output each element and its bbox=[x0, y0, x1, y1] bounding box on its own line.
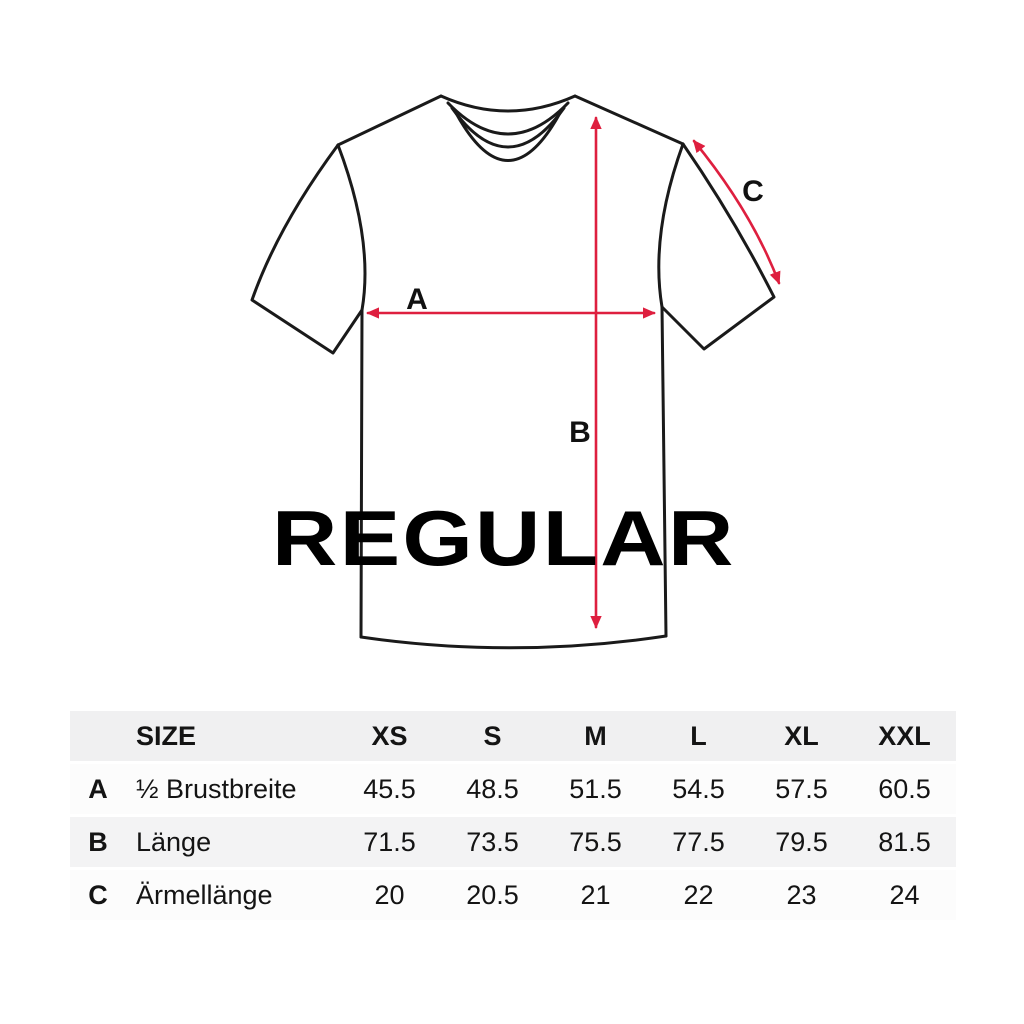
right-shoulder-seam bbox=[573, 94, 685, 146]
row-value: 20.5 bbox=[466, 879, 519, 910]
collar-arc bbox=[446, 101, 570, 136]
header-size-label: SIZE bbox=[136, 720, 197, 751]
row-value: 21 bbox=[580, 879, 611, 910]
table-row-sleeve-length: C Ärmellänge 20 20.5 21 22 23 24 bbox=[70, 870, 956, 923]
size-table-header-row: SIZE XS S M L XL XXL bbox=[70, 711, 956, 764]
row-value: 22 bbox=[683, 879, 714, 910]
sleeve-length-arrow-c bbox=[692, 139, 781, 285]
row-label: Ärmellänge bbox=[136, 879, 273, 910]
collar-arc bbox=[450, 106, 566, 149]
row-value: 24 bbox=[889, 879, 920, 910]
row-value: 48.5 bbox=[466, 773, 519, 804]
row-value: 45.5 bbox=[363, 773, 416, 804]
fit-title: REGULAR bbox=[272, 494, 736, 582]
row-letter: A bbox=[88, 773, 108, 804]
measurement-arrows bbox=[366, 116, 781, 629]
left-shoulder-seam bbox=[336, 94, 443, 147]
row-letter: C bbox=[88, 879, 108, 910]
bottom-hem bbox=[359, 634, 668, 650]
row-label: Länge bbox=[136, 826, 212, 857]
left-armhole-seam bbox=[336, 143, 367, 312]
left-sleeve bbox=[250, 143, 364, 355]
row-value: 79.5 bbox=[775, 826, 828, 857]
label-a: A bbox=[406, 283, 428, 316]
collar-arc bbox=[454, 111, 562, 162]
size-table: SIZE XS S M L XL XXL A ½ Brustbreite 45.… bbox=[70, 711, 956, 923]
header-size-xxl: XXL bbox=[878, 720, 931, 751]
table-row-length: B Länge 71.5 73.5 75.5 77.5 79.5 81.5 bbox=[70, 817, 956, 870]
row-label: ½ Brustbreite bbox=[136, 773, 297, 804]
label-b: B bbox=[569, 416, 591, 449]
header-size-xl: XL bbox=[784, 720, 819, 751]
header-size-s: S bbox=[483, 720, 502, 751]
row-value: 77.5 bbox=[672, 826, 725, 857]
measure-letter-labels: A B C bbox=[406, 175, 764, 449]
table-row-chest-width: A ½ Brustbreite 45.5 48.5 51.5 54.5 57.5… bbox=[70, 764, 956, 817]
left-body-seam bbox=[359, 308, 364, 639]
row-value: 20 bbox=[374, 879, 405, 910]
row-value: 57.5 bbox=[775, 773, 828, 804]
right-body-seam bbox=[660, 305, 668, 638]
row-value: 71.5 bbox=[363, 826, 416, 857]
row-letter: B bbox=[88, 826, 108, 857]
tshirt-collar bbox=[439, 94, 577, 162]
row-value: 51.5 bbox=[569, 773, 622, 804]
header-size-xs: XS bbox=[371, 720, 408, 751]
row-value: 75.5 bbox=[569, 826, 622, 857]
label-c: C bbox=[742, 175, 764, 208]
row-value: 81.5 bbox=[878, 826, 931, 857]
header-size-l: L bbox=[690, 720, 707, 751]
row-value: 54.5 bbox=[672, 773, 725, 804]
row-value: 23 bbox=[786, 879, 817, 910]
collar-arc bbox=[439, 94, 577, 113]
header-size-m: M bbox=[584, 720, 607, 751]
row-value: 60.5 bbox=[878, 773, 931, 804]
right-armhole-seam bbox=[657, 142, 685, 309]
fit-title-wrap: REGULAR bbox=[0, 499, 1008, 577]
row-value: 73.5 bbox=[466, 826, 519, 857]
